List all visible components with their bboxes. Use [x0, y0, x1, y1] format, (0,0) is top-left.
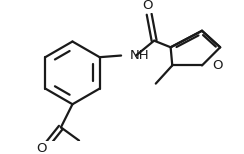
Text: O: O — [142, 0, 153, 12]
Text: O: O — [36, 142, 46, 154]
Text: O: O — [212, 59, 223, 72]
Text: NH: NH — [129, 49, 149, 62]
